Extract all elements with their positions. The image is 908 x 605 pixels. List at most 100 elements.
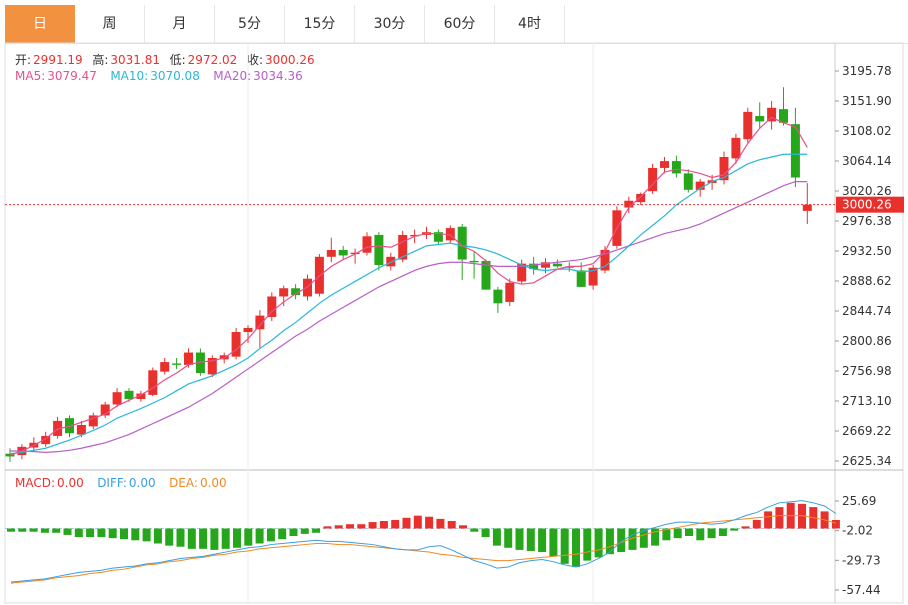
macd-bar: [120, 528, 128, 540]
price-tick-label: 3151.90: [842, 94, 892, 108]
price-tick-label: 2932.50: [842, 244, 892, 258]
macd-bar: [233, 528, 241, 548]
macd-histogram: [7, 502, 840, 568]
candle-body: [624, 200, 634, 208]
tab-5[interactable]: 30分: [355, 5, 425, 43]
tab-2[interactable]: 月: [145, 5, 215, 43]
candle-body: [410, 234, 420, 237]
macd-bar: [52, 528, 61, 533]
candle-body: [576, 270, 586, 287]
price-tick-label: 2800.86: [842, 334, 892, 348]
candle-body: [41, 435, 51, 445]
candle-body: [683, 173, 693, 190]
macd-bar: [199, 528, 208, 549]
last-price-badge: [836, 196, 904, 213]
candle-body: [481, 260, 491, 290]
ma20-value: 3034.36: [253, 69, 303, 83]
candle-body: [338, 249, 348, 256]
macd-bar: [357, 524, 366, 529]
ma10-line: [9, 153, 808, 455]
candle-body: [231, 332, 241, 357]
macd-bar: [560, 528, 569, 564]
tab-6[interactable]: 60分: [425, 5, 495, 43]
macd-bar: [289, 528, 298, 536]
price-tick-label: 2625.34: [842, 454, 892, 468]
macd-bar: [798, 503, 806, 529]
macd-bar: [165, 528, 174, 546]
macd-bar: [402, 517, 411, 529]
macd-bar: [40, 528, 49, 533]
tab-3[interactable]: 5分: [215, 5, 285, 43]
candle-body: [374, 234, 384, 266]
low-value: 2972.02: [187, 53, 238, 67]
candle-body: [552, 263, 562, 267]
candle-body: [184, 352, 193, 365]
close-label: 收:: [246, 53, 263, 67]
candle-body: [88, 415, 98, 427]
candle-body: [469, 260, 479, 263]
candle-body: [172, 363, 182, 365]
macd-ticks: 25.69 -2.02 -29.73 -57.44: [835, 494, 881, 597]
macd-bar: [775, 507, 784, 529]
macd-bar: [187, 528, 196, 549]
macd-bar: [470, 528, 479, 532]
candle-body: [433, 232, 443, 242]
macd-bar: [459, 525, 467, 529]
macd-bar: [18, 528, 27, 532]
macd-bar: [718, 528, 727, 536]
macd-bar: [74, 528, 83, 538]
candle-body: [386, 256, 396, 267]
diff-line: [10, 500, 837, 583]
open-value: 2991.19: [33, 53, 83, 67]
price-tick-label: 2713.10: [842, 394, 892, 408]
diff-label: DIFF:: [97, 476, 127, 490]
tab-4[interactable]: 15分: [285, 5, 355, 43]
macd-bar: [436, 518, 445, 529]
dea-value: 0.00: [199, 476, 227, 490]
candle-body: [660, 161, 669, 168]
macd-bar: [210, 528, 219, 550]
ma20-label: MA20:: [213, 69, 252, 83]
macd-bar: [300, 528, 309, 534]
macd-bar: [334, 525, 343, 529]
macd-bar: [538, 528, 547, 553]
ma5-value: 3079.47: [47, 69, 97, 83]
macd-bar: [244, 528, 253, 546]
dea-label: DEA:: [169, 476, 198, 490]
macd-bar: [594, 528, 603, 558]
macd-bar: [425, 516, 434, 529]
macd-bar: [504, 528, 513, 548]
tab-1[interactable]: 周: [75, 5, 145, 43]
candle-body: [65, 418, 74, 434]
candle-body: [517, 263, 527, 282]
macd-bar: [673, 528, 682, 539]
macd-bar: [572, 528, 580, 568]
macd-bar: [583, 528, 592, 561]
candle-body: [779, 109, 788, 123]
ma10-label: MA10:: [110, 69, 149, 83]
macd-bar: [741, 526, 750, 529]
ohlc-info: 开: 2991.19 高: 3031.81 低: 2972.02 收: 3000.26: [15, 51, 317, 68]
price-tick-label: 2976.38: [842, 214, 892, 228]
macd-bar: [685, 528, 693, 536]
candle-body: [112, 392, 122, 405]
macd-bar: [97, 528, 106, 538]
candle-body: [600, 249, 610, 271]
candle-body: [243, 327, 253, 333]
macd-bar: [492, 528, 501, 546]
dea-line: [10, 515, 837, 584]
macd-bar: [108, 528, 117, 539]
ma5-label: MA5:: [15, 69, 46, 83]
tab-0[interactable]: 日: [5, 5, 75, 43]
candle-body: [731, 137, 741, 159]
macd-bar: [7, 528, 15, 532]
macd-bar: [651, 528, 660, 546]
macd-bar: [549, 528, 558, 557]
macd-bar: [481, 528, 490, 538]
tab-7[interactable]: 4时: [495, 5, 565, 43]
macd-bar: [176, 528, 185, 547]
period-tabbar: 日周月 5分 15分 30分 60分 4时: [5, 5, 908, 44]
candle-body: [755, 115, 765, 122]
macd-bar: [63, 528, 72, 535]
